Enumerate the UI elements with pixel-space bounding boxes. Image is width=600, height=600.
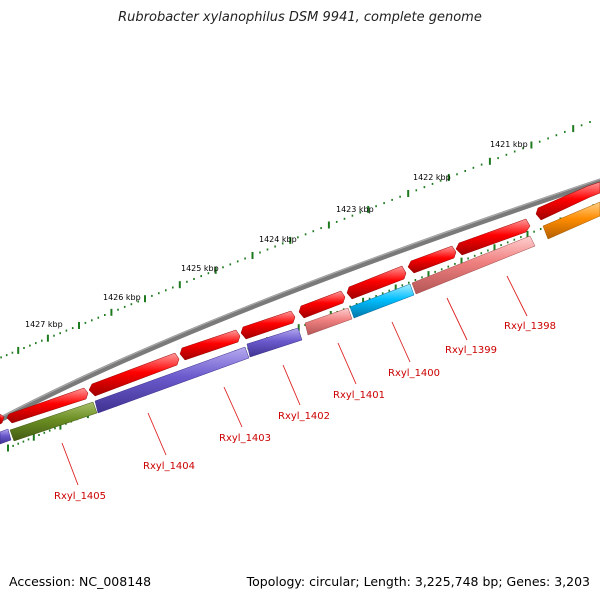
gene-label: Rxyl_1405	[54, 491, 106, 502]
genome-backbone	[0, 178, 600, 423]
gene-feature[interactable]	[240, 310, 296, 340]
gene-label: Rxyl_1402	[278, 411, 330, 422]
genome-summary-text: Topology: circular; Length: 3,225,748 bp…	[246, 574, 590, 589]
axis-label: 1422 kbp	[413, 173, 451, 182]
axis-label: 1425 kbp	[181, 264, 219, 273]
gene-label: Rxyl_1400	[388, 368, 440, 379]
gene-label: Rxyl_1399	[445, 345, 497, 356]
gene-feature[interactable]	[9, 401, 98, 442]
gene-feature[interactable]	[94, 346, 250, 414]
gene-feature[interactable]	[88, 352, 180, 397]
gene-label: Rxyl_1398	[504, 321, 556, 332]
accession-text: Accession: NC_008148	[9, 574, 152, 589]
gene-feature[interactable]	[455, 218, 531, 256]
axis-label: 1426 kbp	[103, 293, 141, 302]
gene-feature[interactable]	[246, 327, 303, 358]
inner-gene-track	[0, 201, 600, 445]
gene-label: Rxyl_1404	[143, 461, 195, 472]
axis-label: 1423 kbp	[336, 205, 374, 214]
axis-labels: 1421 kbp 1422 kbp 1423 kbp 1424 kbp 1425…	[25, 140, 528, 329]
axis-label: 1421 kbp	[490, 140, 528, 149]
gene-feature[interactable]	[298, 290, 346, 319]
gene-feature[interactable]	[346, 265, 407, 300]
gene-label: Rxyl_1401	[333, 390, 385, 401]
gene-label: Rxyl_1403	[219, 433, 271, 444]
gene-feature[interactable]	[0, 428, 12, 445]
gene-feature[interactable]	[535, 181, 600, 221]
map-title: Rubrobacter xylanophilus DSM 9941, compl…	[118, 10, 482, 25]
outer-gene-track	[0, 181, 600, 425]
scale-ticks	[0, 121, 591, 359]
axis-label: 1424 kbp	[259, 235, 297, 244]
gene-feature[interactable]	[411, 235, 536, 295]
gene-feature[interactable]	[349, 283, 415, 319]
gene-feature[interactable]	[407, 245, 457, 274]
gene-feature[interactable]	[0, 413, 5, 425]
gene-labels: Rxyl_1398 Rxyl_1399 Rxyl_1400 Rxyl_1401 …	[54, 321, 556, 502]
gene-feature[interactable]	[304, 307, 353, 336]
gene-feature[interactable]	[179, 329, 241, 361]
gene-feature[interactable]	[6, 387, 89, 424]
leader-lines	[61, 275, 528, 486]
gene-feature[interactable]	[542, 201, 600, 240]
axis-label: 1427 kbp	[25, 320, 63, 329]
